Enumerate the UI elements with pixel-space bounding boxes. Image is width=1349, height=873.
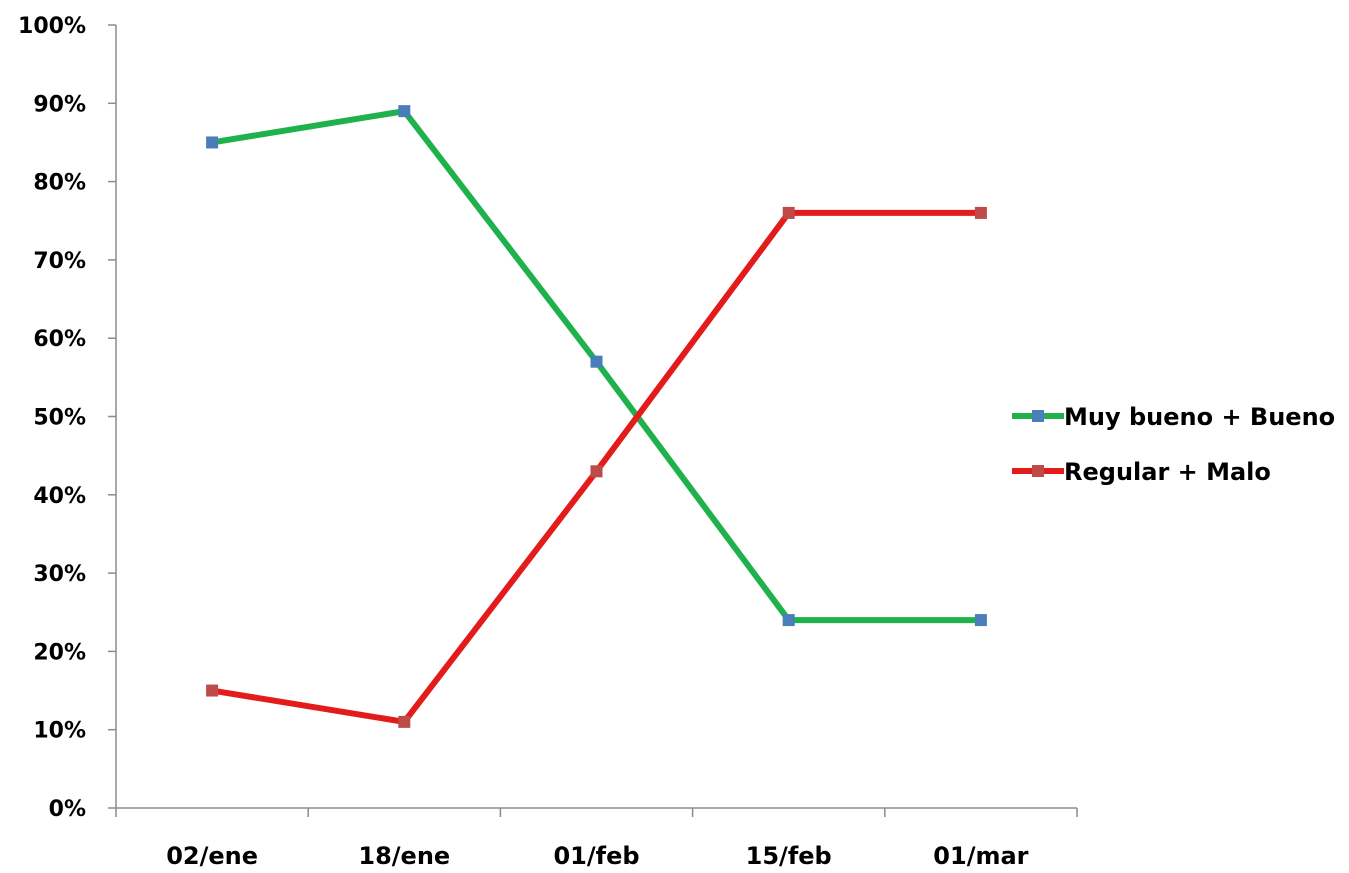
y-tick-label: 90% (33, 92, 86, 117)
data-point (206, 684, 219, 697)
data-point (398, 715, 411, 728)
data-point (782, 206, 795, 219)
data-point (782, 614, 795, 627)
chart-axes (115, 25, 1077, 809)
legend-marker-swatch (1032, 410, 1044, 422)
legend-item: Regular + Malo (1012, 458, 1271, 486)
series-layer (206, 105, 987, 728)
data-point (590, 465, 603, 478)
y-tick-label: 40% (33, 484, 86, 509)
legend-marker-swatch (1032, 465, 1044, 477)
x-tick-label: 18/ene (358, 842, 450, 868)
data-point (974, 614, 987, 627)
series-2 (206, 206, 987, 728)
y-tick-label: 30% (33, 562, 86, 587)
y-tick-label: 60% (33, 327, 86, 352)
y-tick-label: 70% (33, 249, 86, 274)
x-tick-label: 01/mar (933, 842, 1028, 868)
legend-label: Muy bueno + Bueno (1064, 403, 1335, 431)
y-tick-label: 10% (33, 719, 86, 744)
legend-label: Regular + Malo (1064, 458, 1271, 486)
x-tick-label: 02/ene (166, 842, 258, 868)
x-tick-label: 15/feb (746, 842, 832, 868)
x-axis-ticks: 02/ene 18/ene 01/feb 15/feb 01/mar (115, 808, 1078, 870)
y-tick-label: 80% (33, 171, 86, 196)
data-point (590, 355, 603, 368)
data-point (974, 206, 987, 219)
y-tick-label: 50% (33, 406, 86, 431)
y-tick-label: 20% (33, 640, 86, 665)
y-axis-ticks: 0% 10% 20% 30% 40% 50% 60% 70% 80% 90% 100% (18, 14, 116, 822)
legend: Muy bueno + Bueno Regular + Malo (1012, 403, 1335, 486)
legend-item: Muy bueno + Bueno (1012, 403, 1335, 431)
y-tick-label: 0% (49, 797, 86, 822)
data-point (398, 105, 411, 118)
y-tick-label: 100% (18, 14, 86, 39)
data-point (206, 136, 219, 149)
series-1 (206, 105, 987, 627)
x-tick-label: 01/feb (553, 842, 639, 868)
